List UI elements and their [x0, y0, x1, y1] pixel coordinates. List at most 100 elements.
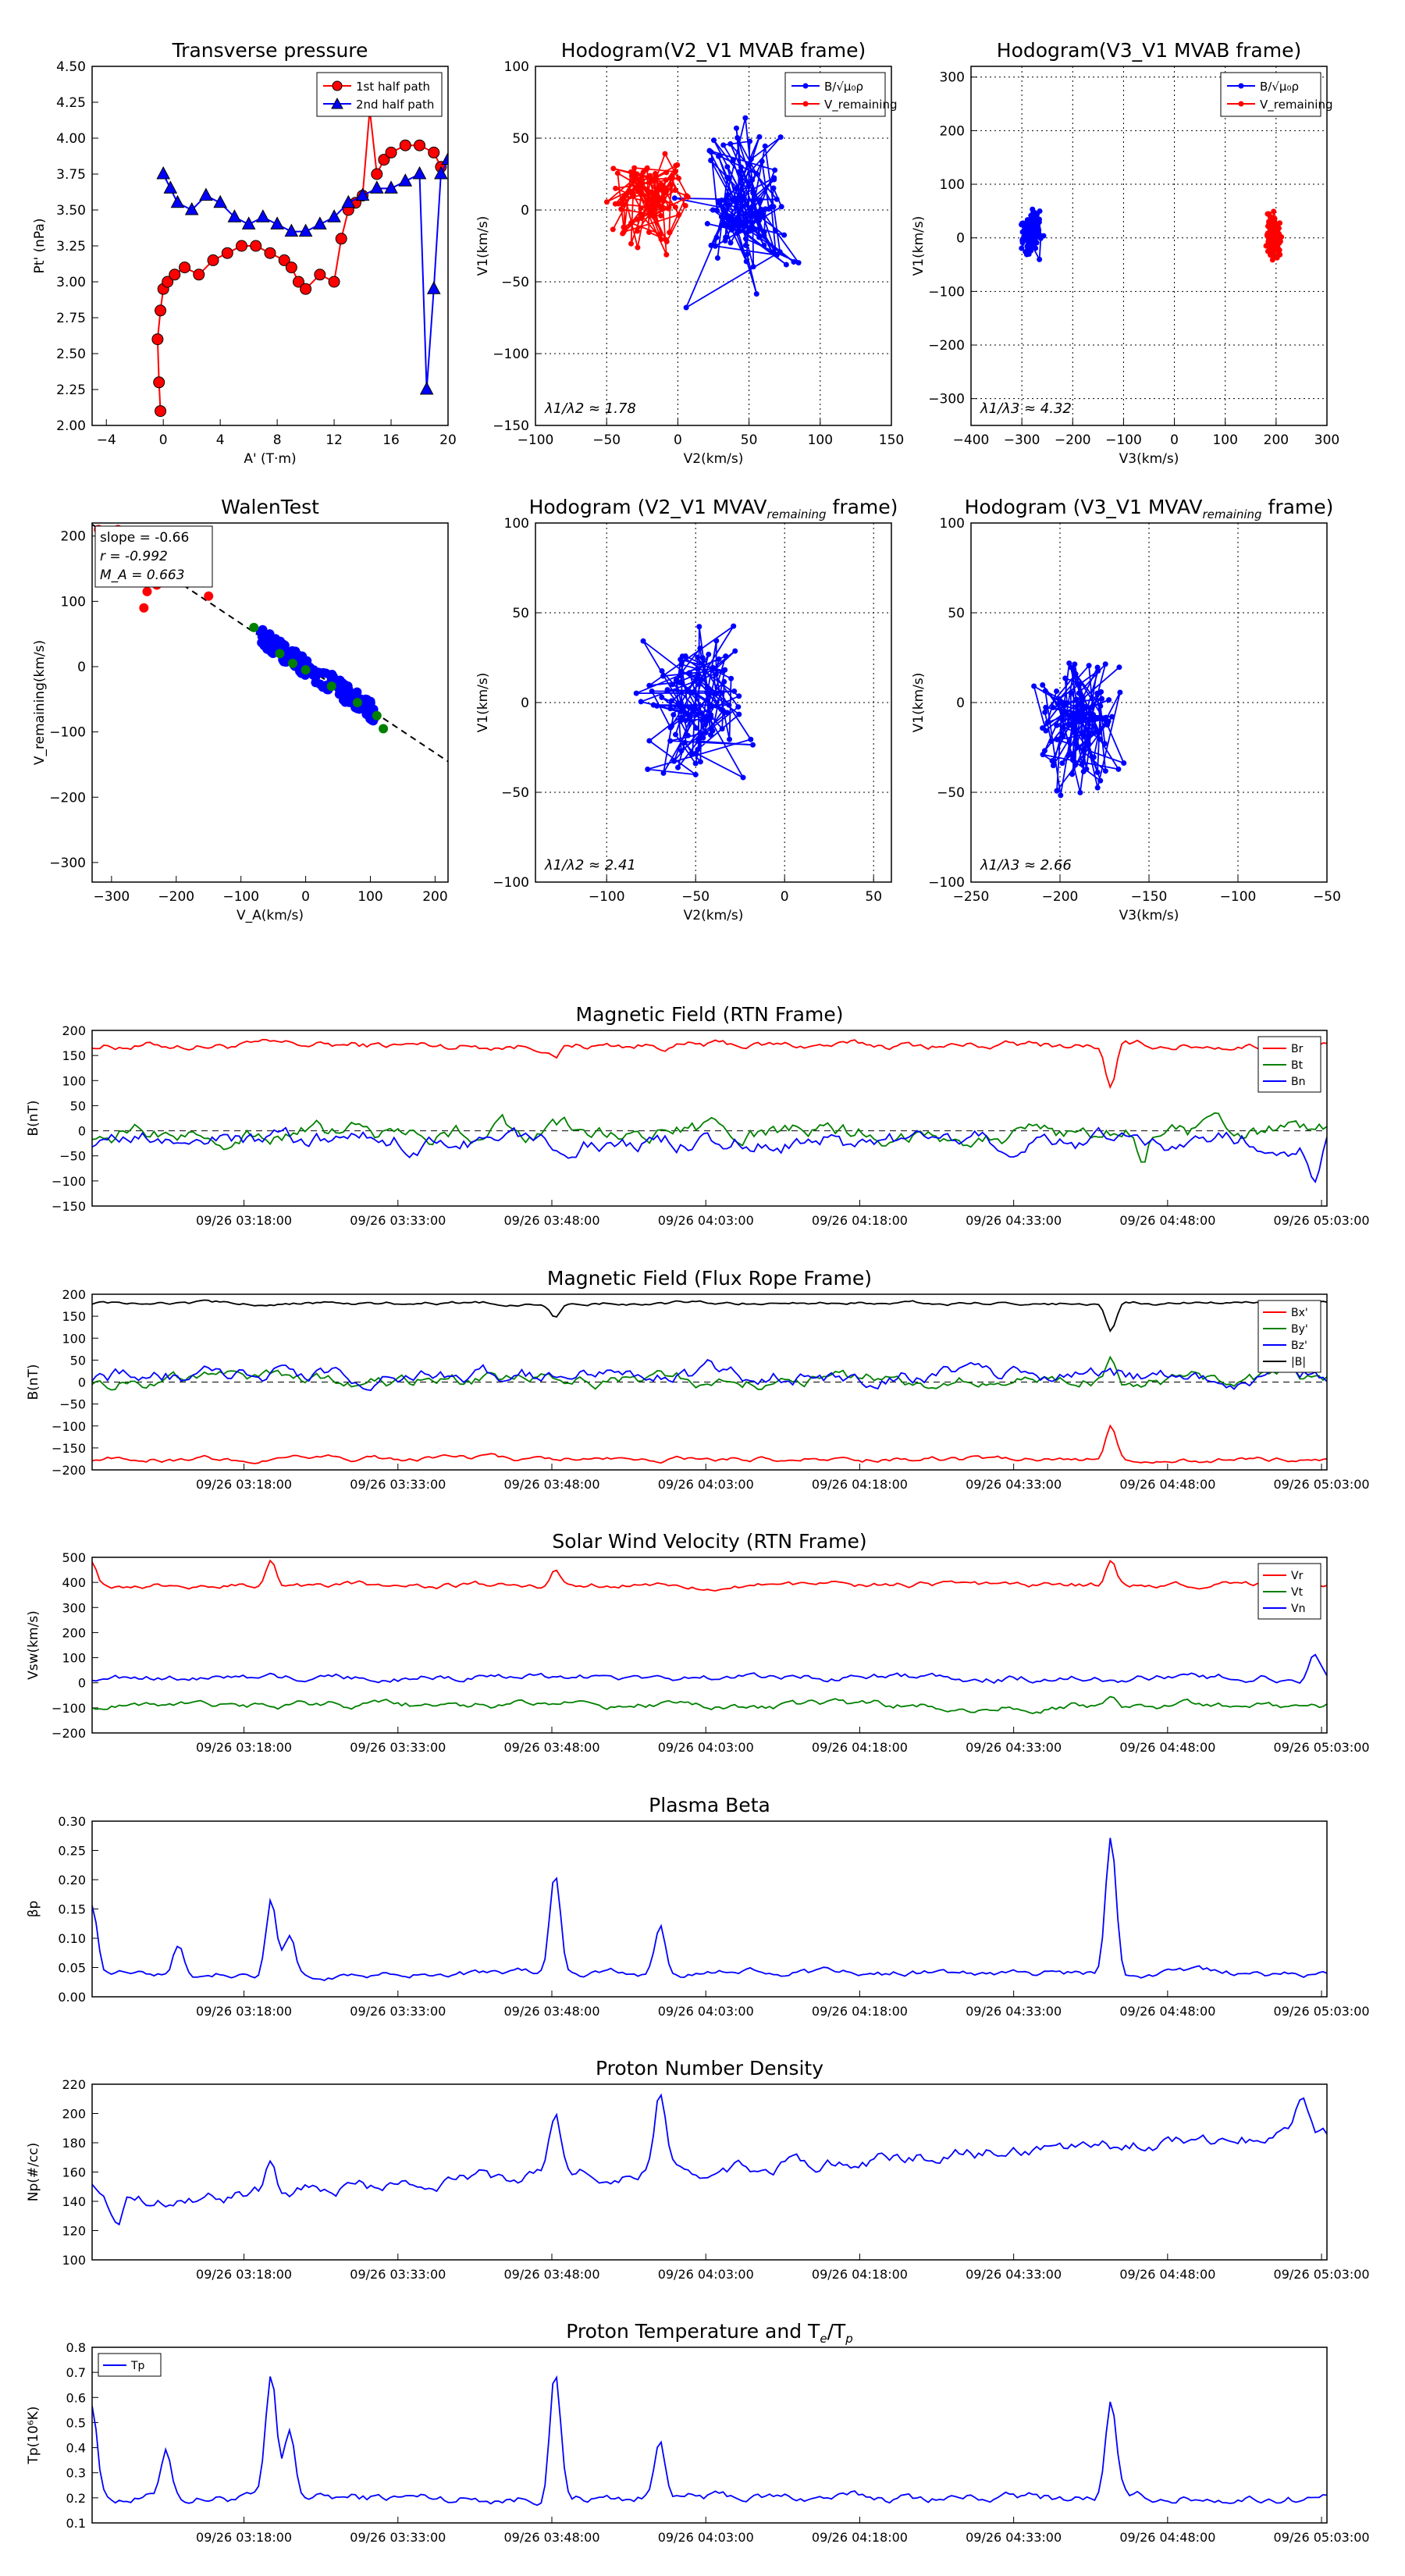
data-point	[646, 682, 653, 688]
data-point	[1068, 689, 1074, 696]
plot-area	[1019, 206, 1285, 263]
data-point	[742, 236, 749, 242]
data-point	[724, 164, 731, 170]
data-point	[721, 208, 727, 215]
y-tick-label: 100	[940, 177, 965, 193]
y-tick-label: 0.4	[66, 2441, 86, 2456]
data-point	[612, 201, 618, 207]
data-point	[1106, 697, 1112, 703]
y-tick-label: 150	[62, 1309, 86, 1324]
data-point	[681, 739, 688, 745]
x-tick-label: 09/26 04:48:00	[1119, 2004, 1215, 2019]
y-tick-label: −150	[52, 1441, 86, 1456]
data-point	[683, 304, 689, 311]
data-point	[1268, 214, 1274, 220]
x-tick-label: 09/26 04:18:00	[812, 1477, 908, 1492]
data-point	[664, 687, 670, 693]
data-point	[731, 688, 738, 694]
data-point	[621, 229, 627, 235]
x-tick-label: 0	[301, 889, 310, 905]
data-point	[675, 764, 681, 770]
data-point	[284, 223, 299, 237]
data-point	[689, 750, 695, 756]
data-point	[743, 258, 749, 265]
series-line	[156, 109, 442, 411]
data-point	[723, 653, 729, 660]
data-point	[660, 197, 666, 204]
x-tick-label: 09/26 03:33:00	[350, 1740, 446, 1755]
chart-title: Proton Number Density	[596, 2057, 823, 2080]
data-point	[756, 234, 763, 240]
data-point	[371, 168, 383, 180]
y-tick-label: 220	[62, 2077, 86, 2092]
data-point	[628, 240, 635, 247]
y-tick-label: 200	[61, 529, 86, 545]
legend: Bx' By' Bz' |B|	[1257, 1300, 1321, 1373]
data-point	[1121, 760, 1127, 766]
y-tick-label: −100	[928, 875, 965, 891]
data-point	[355, 187, 370, 201]
x-tick-label: 0	[781, 889, 789, 905]
data-point	[724, 202, 731, 208]
x-tick-label: 4	[216, 432, 225, 448]
plot-frame	[91, 2083, 1328, 2261]
legend-label: Bz'	[1291, 1340, 1307, 1352]
chart-title: Proton Temperature and Te/Tp	[566, 2320, 853, 2346]
x-tick-label: 09/26 04:33:00	[966, 1213, 1062, 1228]
legend-marker	[1238, 83, 1244, 89]
eigen-ratio-label: λ1/λ2 ≈ 2.41	[544, 857, 636, 873]
data-point	[676, 212, 682, 218]
proton-number-density-chart: Proton Number Density 100 120 140 160 180 200 2…	[26, 2057, 1370, 2282]
y-tick-label: 0.25	[58, 1844, 86, 1859]
data-point	[250, 240, 262, 252]
y-tick-label: 0.10	[58, 1931, 86, 1946]
y-tick-label: 0.15	[58, 1902, 86, 1917]
data-point	[298, 223, 313, 237]
data-point	[690, 709, 696, 715]
data-point	[1079, 699, 1085, 705]
x-tick-label: −50	[681, 889, 710, 905]
data-point	[759, 158, 765, 165]
legend-marker	[802, 101, 809, 107]
data-point	[1101, 741, 1108, 747]
data-point	[720, 220, 727, 226]
series-line	[92, 1038, 1327, 1090]
data-point	[610, 165, 617, 172]
x-tick-label: 20	[439, 432, 457, 448]
data-point	[777, 134, 784, 141]
chart-title: Magnetic Field (RTN Frame)	[576, 1003, 844, 1026]
data-point	[1085, 740, 1091, 746]
data-point	[638, 205, 644, 212]
data-point	[297, 651, 308, 661]
y-tick-label: 2.00	[56, 418, 86, 434]
data-point	[750, 190, 756, 196]
data-point	[1060, 733, 1066, 739]
chart-title: Hodogram(V2_V1 MVAB frame)	[561, 39, 866, 62]
x-tick-label: 0	[1170, 432, 1179, 448]
y-tick-label: 150	[62, 1048, 86, 1063]
data-point	[713, 638, 720, 644]
data-point	[1276, 240, 1282, 246]
chart-title: Plasma Beta	[649, 1794, 770, 1816]
data-point	[657, 231, 663, 237]
magnetic-field-flux-rope-chart: Magnetic Field (Flux Rope Frame) −200 −150…	[26, 1267, 1370, 1492]
data-point	[766, 206, 772, 212]
data-point	[1072, 661, 1078, 667]
data-point	[685, 732, 691, 738]
x-axis-label: V3(km/s)	[1119, 451, 1179, 467]
x-tick-label: 09/26 04:48:00	[1119, 2530, 1215, 2545]
data-point	[714, 208, 720, 214]
x-tick-label: 09/26 04:48:00	[1119, 1213, 1215, 1228]
data-point	[419, 381, 434, 395]
data-point	[730, 158, 736, 164]
plot-frame	[970, 522, 1328, 883]
data-point	[257, 632, 267, 642]
data-point	[727, 240, 734, 246]
legend-label: Br	[1291, 1043, 1304, 1055]
x-tick-label: 200	[422, 889, 447, 905]
data-point	[1080, 760, 1086, 767]
x-tick-label: −300	[1004, 432, 1040, 448]
x-tick-label: 09/26 04:48:00	[1119, 2267, 1215, 2282]
series-line	[92, 1695, 1327, 1715]
x-axis-label: A' (T·m)	[244, 451, 296, 467]
